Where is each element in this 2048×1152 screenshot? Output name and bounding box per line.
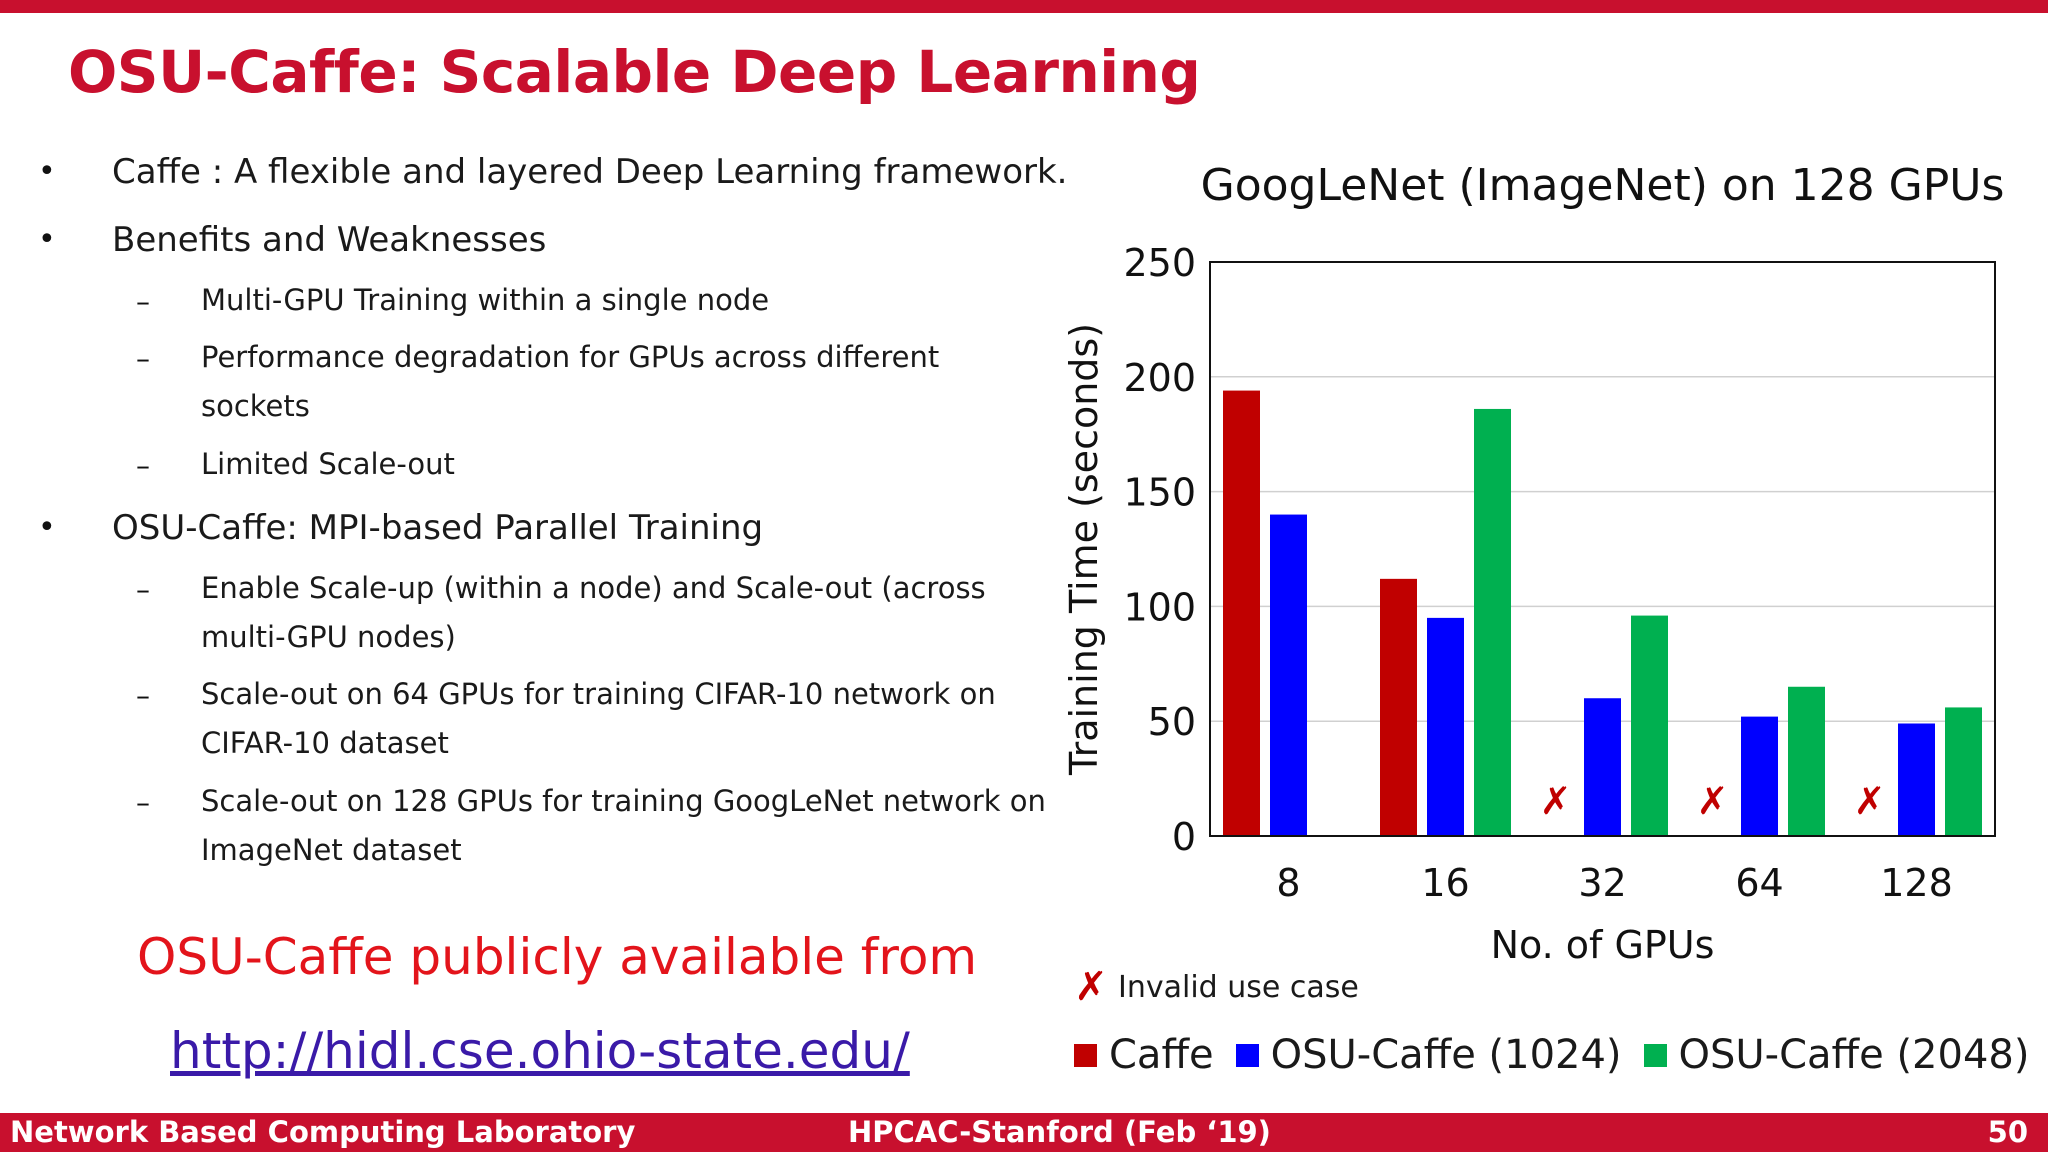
bar-osu-caffe-1024-128: [1898, 723, 1935, 836]
legend-item-caffe: Caffe: [1074, 1032, 1214, 1078]
top-accent-bar: [0, 0, 2048, 13]
invalid-note: ✗ Invalid use case: [1076, 966, 1359, 1008]
sub-perf-degradation-cont: sockets: [201, 389, 310, 423]
y-tick-label: 250: [1123, 241, 1196, 285]
chart-area: GoogLeNet (ImageNet) on 128 GPUs 0 50 100 15…: [1040, 150, 2040, 1090]
bullet-caffe: Caffe : A flexible and layered Deep Lear…: [112, 152, 1068, 192]
invalid-label: Invalid use case: [1118, 969, 1359, 1005]
sub-perf-degradation: Performance degradation for GPUs across …: [201, 340, 940, 374]
dash-marker: –: [136, 285, 150, 318]
sub-limited-scaleout: Limited Scale-out: [201, 447, 455, 481]
dash-marker: –: [136, 679, 150, 712]
footer-bar: Network Based Computing Laboratory HPCAC…: [0, 1113, 2048, 1152]
y-tick-label: 150: [1123, 471, 1196, 515]
bullet-list: • Caffe : A flexible and layered Deep Le…: [0, 0, 1067, 900]
invalid-x-icon: ✗: [1697, 779, 1729, 823]
plot-border: [1209, 261, 1996, 837]
dash-marker: –: [136, 449, 150, 482]
x-axis-label: No. of GPUs: [1491, 923, 1715, 967]
y-axis-label: Training Time (seconds): [1062, 323, 1106, 776]
x-tick-label: 64: [1735, 861, 1783, 905]
sub-multi-gpu: Multi-GPU Training within a single node: [201, 283, 770, 317]
y-tick-label: 50: [1148, 700, 1196, 744]
x-tick-label: 128: [1880, 861, 1953, 905]
bar-osu-caffe-2048-32: [1631, 615, 1668, 836]
sub-cifar-cont: CIFAR-10 dataset: [201, 726, 449, 760]
y-tick-label: 100: [1123, 585, 1196, 629]
bullet-marker: •: [38, 154, 56, 189]
bar-caffe-16: [1380, 578, 1417, 836]
invalid-x-icon: ✗: [1540, 779, 1572, 823]
x-tick-label: 32: [1578, 861, 1626, 905]
invalid-x-icon: ✗: [1854, 779, 1886, 823]
legend-item-osu-caffe-2048: OSU-Caffe (2048): [1643, 1032, 2030, 1078]
dash-marker: –: [136, 786, 150, 819]
legend-label: OSU-Caffe (2048): [1678, 1032, 2030, 1078]
bar-osu-caffe-1024-64: [1741, 716, 1778, 836]
footer-event: HPCAC-Stanford (Feb ‘19): [848, 1115, 1271, 1149]
legend-swatch: [1235, 1043, 1259, 1067]
sub-googlenet: Scale-out on 128 GPUs for training GoogL…: [201, 784, 1046, 818]
dash-marker: –: [136, 573, 150, 606]
legend-swatch: [1643, 1043, 1667, 1067]
chart-title: GoogLeNet (ImageNet) on 128 GPUs: [1201, 160, 2005, 211]
sub-googlenet-cont: ImageNet dataset: [201, 833, 462, 867]
svg-text:✗: ✗: [1076, 966, 1106, 1008]
bullet-osu-caffe: OSU-Caffe: MPI-based Parallel Training: [112, 508, 764, 548]
chart-legend: Caffe OSU-Caffe (1024) OSU-Caffe (2048): [1074, 1032, 2048, 1078]
legend-label: Caffe: [1109, 1032, 1214, 1078]
bullet-benefits: Benefits and Weaknesses: [112, 220, 547, 260]
download-link[interactable]: http://hidl.cse.ohio-state.edu/: [170, 1022, 910, 1080]
legend-item-osu-caffe-1024: OSU-Caffe (1024): [1235, 1032, 1622, 1078]
page-number: 50: [1987, 1115, 2028, 1149]
bar-chart: GoogLeNet (ImageNet) on 128 GPUs 0 50 100 15…: [1062, 160, 2005, 967]
y-tick-label: 200: [1123, 356, 1196, 400]
x-tick-label: 8: [1276, 861, 1300, 905]
bar-osu-caffe-2048-16: [1474, 408, 1511, 836]
x-tick-label: 16: [1421, 861, 1469, 905]
bar-osu-caffe-2048-128: [1945, 707, 1982, 836]
bar-osu-caffe-1024-16: [1427, 617, 1464, 836]
availability-text: OSU-Caffe publicly available from: [137, 928, 978, 986]
legend-swatch: [1074, 1043, 1097, 1067]
bar-osu-caffe-1024-32: [1584, 698, 1621, 836]
sub-enable-scale-cont: multi-GPU nodes): [201, 620, 456, 654]
sub-enable-scale: Enable Scale-up (within a node) and Scal…: [201, 571, 986, 605]
footer-lab-name: Network Based Computing Laboratory: [10, 1115, 636, 1149]
bullet-marker: •: [38, 222, 56, 257]
legend-label: OSU-Caffe (1024): [1270, 1032, 1622, 1078]
y-tick-label: 0: [1172, 815, 1196, 859]
bullet-marker: •: [38, 510, 56, 545]
slide-title: OSU-Caffe: Scalable Deep Learning: [68, 38, 1201, 106]
bar-caffe-8: [1223, 390, 1260, 836]
sub-cifar: Scale-out on 64 GPUs for training CIFAR-…: [201, 677, 996, 711]
bar-osu-caffe-2048-64: [1788, 686, 1825, 836]
bar-osu-caffe-1024-8: [1270, 514, 1307, 836]
dash-marker: –: [136, 342, 150, 375]
invalid-x-icon: ✗: [1076, 966, 1106, 1008]
